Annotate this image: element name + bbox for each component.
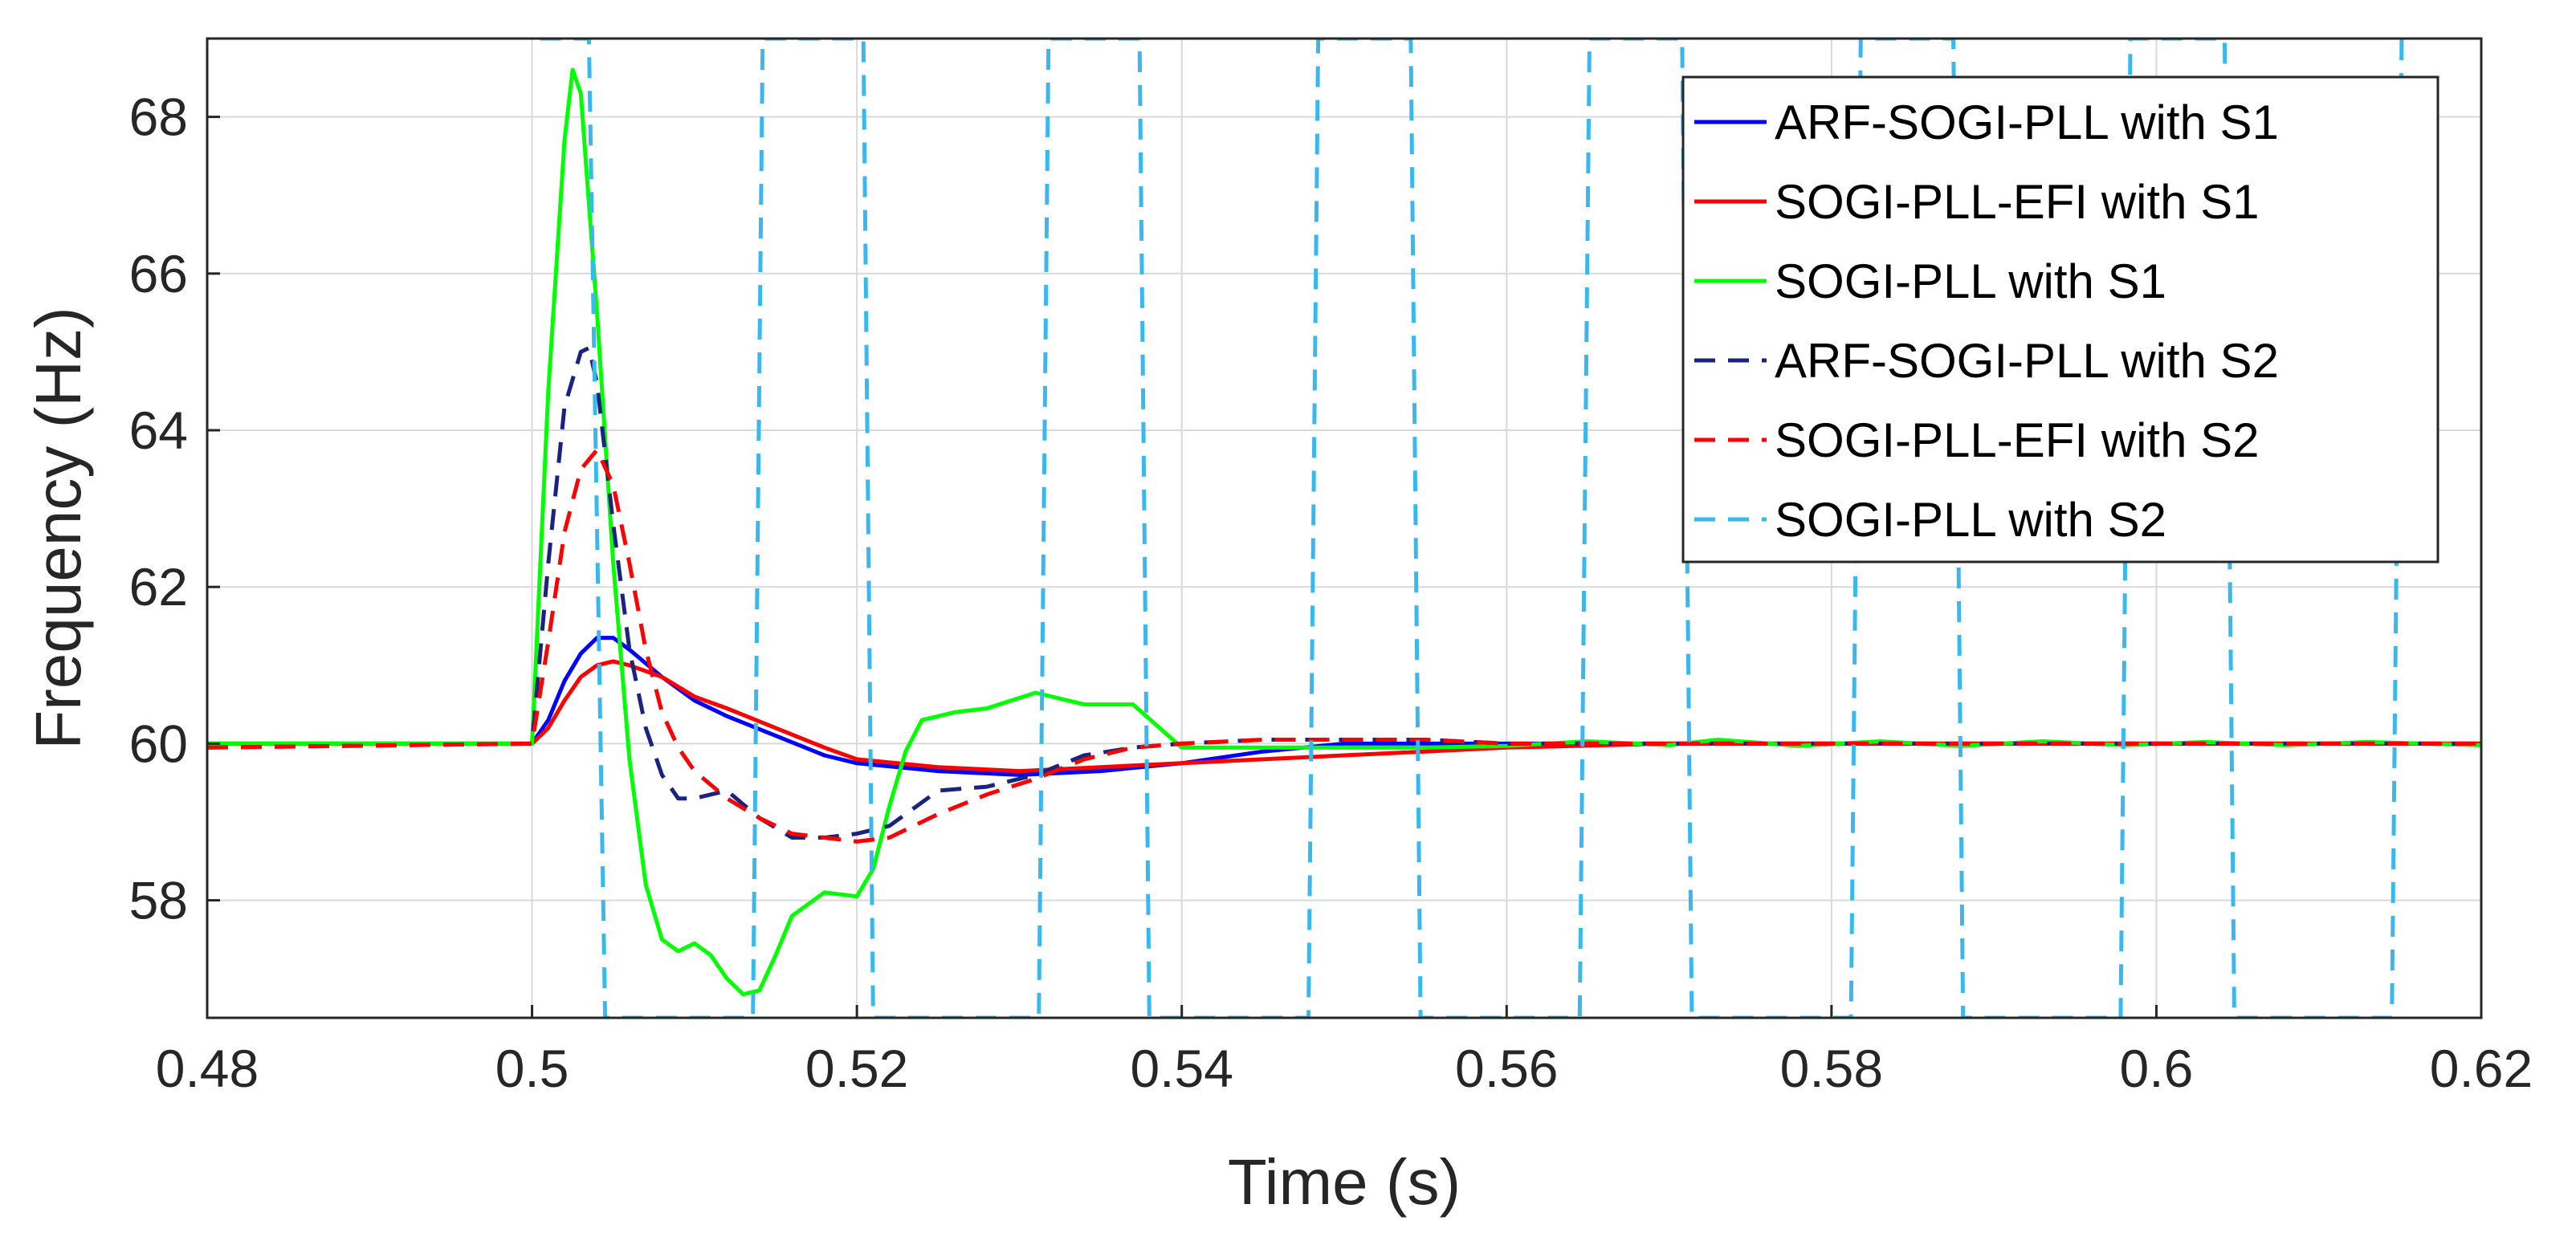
legend: ARF-SOGI-PLL with S1 SOGI-PLL-EFI with S1… <box>1681 75 2439 563</box>
x-tick-label: 0.6 <box>2120 1039 2194 1098</box>
y-tick-label: 68 <box>129 87 188 147</box>
legend-label: ARF-SOGI-PLL with S1 <box>1775 96 2279 149</box>
legend-label: ARF-SOGI-PLL with S2 <box>1775 334 2279 388</box>
x-tick-label: 0.54 <box>1130 1039 1233 1098</box>
legend-box <box>1681 75 2439 563</box>
x-tick-label: 0.48 <box>156 1039 259 1098</box>
x-tick-label: 0.5 <box>495 1039 569 1098</box>
legend-label: SOGI-PLL with S2 <box>1775 493 2166 547</box>
legend-label: SOGI-PLL-EFI with S1 <box>1775 175 2260 229</box>
series-line-5 <box>207 447 2481 844</box>
y-tick-label: 60 <box>129 714 188 773</box>
x-tick-label: 0.52 <box>805 1039 908 1098</box>
x-axis-title: Time (s) <box>1228 1146 1461 1218</box>
y-tick-label: 64 <box>129 401 188 460</box>
legend-label: SOGI-PLL with S1 <box>1775 254 2166 308</box>
y-tick-label: 62 <box>129 557 188 616</box>
axes-box <box>206 37 2483 1019</box>
x-tick-label: 0.58 <box>1780 1039 1883 1098</box>
y-axis-title: Frequency (Hz) <box>22 307 94 749</box>
y-tick-label: 66 <box>129 244 188 303</box>
series-layer <box>207 39 2481 1018</box>
x-tick-label: 0.62 <box>2430 1039 2533 1098</box>
legend-label: SOGI-PLL-EFI with S2 <box>1775 413 2260 467</box>
y-tick-label: 58 <box>129 871 188 930</box>
axis-ticks: 0.48 0.5 0.52 0.54 0.56 0.58 0.6 0.62 58 60 62 64 66… <box>129 87 2533 1098</box>
x-tick-label: 0.56 <box>1455 1039 1558 1098</box>
